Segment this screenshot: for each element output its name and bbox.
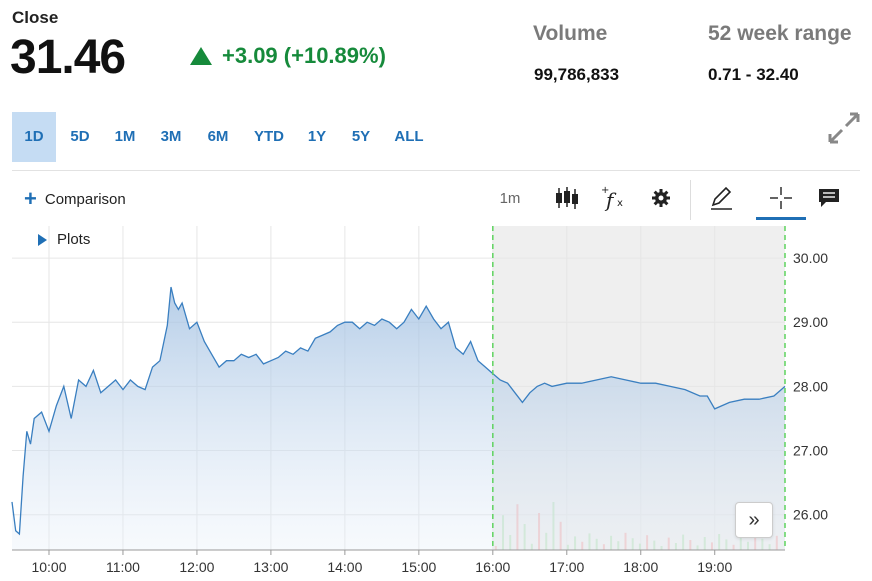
- expand-icon[interactable]: [826, 110, 862, 146]
- range-all-button[interactable]: ALL: [394, 128, 424, 145]
- range-6m-button[interactable]: 6M: [207, 128, 229, 145]
- svg-text:+: +: [601, 185, 609, 196]
- x-tick-label: 19:00: [697, 559, 732, 575]
- range-1y-button[interactable]: 1Y: [307, 128, 327, 145]
- fast-forward-button[interactable]: »: [735, 502, 773, 538]
- x-tick-label: 10:00: [31, 559, 66, 575]
- close-label: Close: [12, 8, 59, 27]
- range-value: 0.71 - 32.40: [708, 65, 799, 84]
- plots-label: Plots: [57, 231, 91, 248]
- x-tick-label: 12:00: [179, 559, 214, 575]
- svg-text:x: x: [617, 198, 623, 209]
- divider: [12, 170, 860, 171]
- volume-value: 99,786,833: [534, 65, 620, 84]
- gear-icon[interactable]: [647, 180, 675, 216]
- plus-icon: +: [24, 186, 37, 211]
- x-tick-label: 15:00: [401, 559, 436, 575]
- close-price: 31.46: [10, 31, 126, 84]
- y-tick-label: 30.00: [793, 250, 828, 266]
- up-arrow-icon: [190, 47, 212, 65]
- crosshair-active-indicator: [756, 217, 806, 220]
- range-ytd-button[interactable]: YTD: [254, 128, 284, 145]
- price-line: [11, 286, 786, 536]
- x-axis-ticks: 10:00 11:00 12:00 13:00 14:00 15:00 16:00 17:00…: [31, 550, 732, 575]
- range-label: 52 week range: [708, 22, 852, 45]
- range-1m-button[interactable]: 1M: [114, 128, 136, 145]
- x-tick-label: 11:00: [106, 559, 140, 575]
- y-axis-ticks: 26.00 27.00 28.00 29.00 30.00: [793, 250, 828, 523]
- x-tick-label: 18:00: [623, 559, 658, 575]
- range-1d-button[interactable]: 1D: [12, 112, 56, 162]
- comment-icon[interactable]: [814, 180, 844, 216]
- interval-button[interactable]: 1m: [499, 189, 521, 207]
- price-change: +3.09 (+10.89%): [190, 43, 386, 69]
- price-area: [12, 287, 785, 550]
- y-tick-label: 26.00: [793, 507, 828, 523]
- range-5d-button[interactable]: 5D: [70, 128, 90, 145]
- y-tick-label: 27.00: [793, 443, 828, 459]
- candlestick-icon[interactable]: [552, 180, 582, 216]
- y-tick-label: 29.00: [793, 314, 828, 330]
- play-icon: [38, 233, 47, 246]
- function-icon[interactable]: + f x: [598, 180, 628, 216]
- comparison-button[interactable]: + Comparison: [24, 186, 126, 211]
- pencil-icon[interactable]: [706, 180, 736, 216]
- range-5y-button[interactable]: 5Y: [351, 128, 371, 145]
- x-tick-label: 17:00: [549, 559, 584, 575]
- crosshair-icon[interactable]: [756, 180, 806, 216]
- x-tick-label: 14:00: [327, 559, 362, 575]
- volume-label: Volume: [533, 22, 608, 45]
- y-tick-label: 28.00: [793, 378, 828, 394]
- plots-button[interactable]: Plots: [38, 231, 90, 248]
- range-selector: 1D 5D 1M 3M 6M YTD 1Y 5Y ALL: [12, 112, 434, 162]
- range-3m-button[interactable]: 3M: [160, 128, 182, 145]
- x-tick-label: 13:00: [253, 559, 288, 575]
- x-tick-label: 16:00: [475, 559, 510, 575]
- comparison-label: Comparison: [44, 190, 126, 208]
- double-chevron-right-icon: »: [748, 508, 760, 531]
- price-change-value: +3.09 (+10.89%): [222, 43, 386, 68]
- toolbar-divider: [690, 180, 691, 220]
